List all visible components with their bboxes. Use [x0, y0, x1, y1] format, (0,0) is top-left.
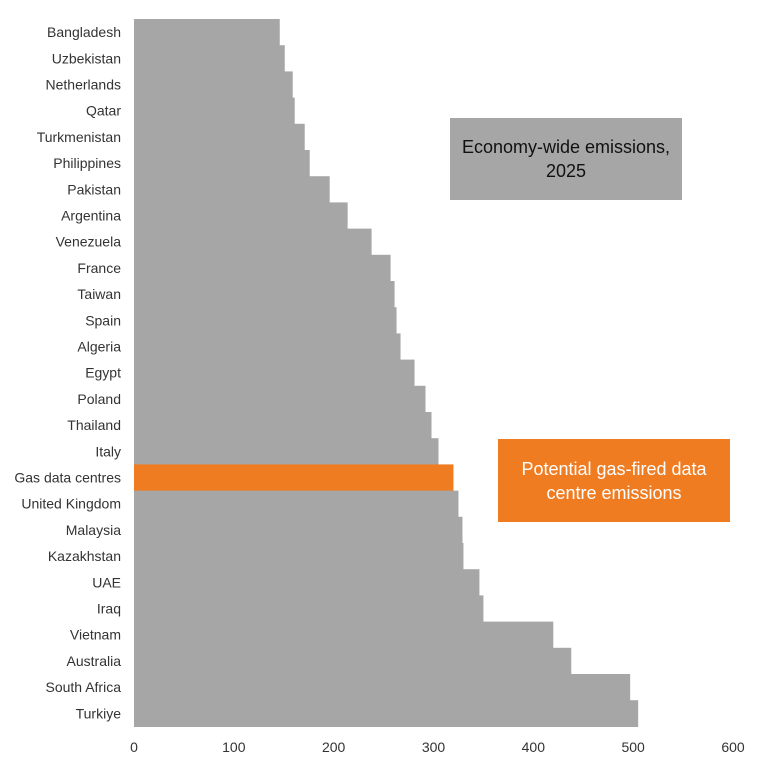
category-label-malaysia: Malaysia	[66, 522, 121, 538]
x-tick-label-100: 100	[222, 739, 246, 755]
bar-venezuela	[134, 228, 372, 256]
bar-argentina	[134, 202, 348, 230]
bar-italy	[134, 438, 439, 465]
bar-turkmenistan	[134, 123, 305, 151]
bar-egypt	[134, 359, 415, 387]
bar-kazakhstan	[134, 543, 464, 570]
x-tick-label-600: 600	[721, 739, 745, 755]
category-label-thailand: Thailand	[67, 417, 121, 433]
bar-gas-data-centres	[134, 464, 454, 492]
x-tick-label-0: 0	[130, 739, 138, 755]
category-label-philippines: Philippines	[53, 155, 121, 171]
category-labels-group: Bangladesh Uzbekistan Netherlands Qatar Turk…	[14, 24, 121, 721]
category-label-uzbekistan: Uzbekistan	[52, 50, 121, 66]
bar-thailand	[134, 412, 432, 439]
bar-pakistan	[134, 176, 330, 203]
bar-iraq	[134, 595, 484, 623]
category-label-united-kingdom: United Kingdom	[21, 496, 121, 512]
category-label-italy: Italy	[95, 443, 121, 459]
category-label-iraq: Iraq	[97, 601, 121, 617]
category-label-bangladesh: Bangladesh	[47, 24, 121, 40]
bar-bangladesh	[134, 19, 280, 46]
category-label-venezuela: Venezuela	[56, 234, 122, 250]
bar-algeria	[134, 333, 401, 361]
bar-vietnam	[134, 621, 554, 649]
category-label-spain: Spain	[85, 312, 121, 328]
category-label-pakistan: Pakistan	[67, 181, 121, 197]
category-label-poland: Poland	[77, 391, 121, 407]
legend-economy-wide-emissions: Economy-wide emissions, 2025	[450, 118, 682, 200]
category-label-taiwan: Taiwan	[77, 286, 121, 302]
x-tick-label-300: 300	[422, 739, 446, 755]
legend-gas-data-centre-label: Potential gas-fired data centre emission…	[521, 458, 707, 503]
x-tick-label-400: 400	[522, 739, 546, 755]
x-axis-ticks-group: 0 100 200 300 400 500 600	[130, 739, 745, 755]
category-label-turkmenistan: Turkmenistan	[37, 129, 121, 145]
bar-australia	[134, 647, 572, 675]
category-label-argentina: Argentina	[61, 208, 121, 224]
bar-philippines	[134, 150, 310, 177]
category-label-south-africa: South Africa	[46, 679, 122, 695]
bar-uzbekistan	[134, 45, 285, 72]
bar-netherlands	[134, 71, 293, 99]
category-label-kazakhstan: Kazakhstan	[48, 548, 121, 564]
bars-group	[134, 19, 639, 727]
category-label-netherlands: Netherlands	[46, 77, 122, 93]
category-label-egypt: Egypt	[85, 365, 121, 381]
bar-united-kingdom	[134, 490, 459, 518]
bar-spain	[134, 307, 397, 334]
category-label-vietnam: Vietnam	[70, 627, 121, 643]
bar-france	[134, 254, 391, 282]
category-label-gas-data-centres: Gas data centres	[14, 470, 121, 486]
bar-south-africa	[134, 674, 631, 701]
category-label-algeria: Algeria	[77, 339, 121, 355]
x-tick-label-500: 500	[621, 739, 645, 755]
category-label-qatar: Qatar	[86, 103, 121, 119]
bar-poland	[134, 385, 426, 413]
legend-gas-data-centre-emissions: Potential gas-fired data centre emission…	[498, 439, 730, 522]
category-label-uae: UAE	[92, 574, 121, 590]
bar-turkiye	[134, 700, 639, 727]
bar-taiwan	[134, 281, 395, 308]
bar-uae	[134, 569, 480, 596]
category-label-turkiye: Turkiye	[76, 705, 122, 721]
legend-economy-wide-label: Economy-wide emissions, 2025	[461, 137, 671, 181]
category-label-australia: Australia	[67, 653, 122, 669]
category-label-france: France	[77, 260, 121, 276]
x-tick-label-200: 200	[322, 739, 346, 755]
bar-malaysia	[134, 516, 463, 544]
bar-qatar	[134, 97, 295, 125]
